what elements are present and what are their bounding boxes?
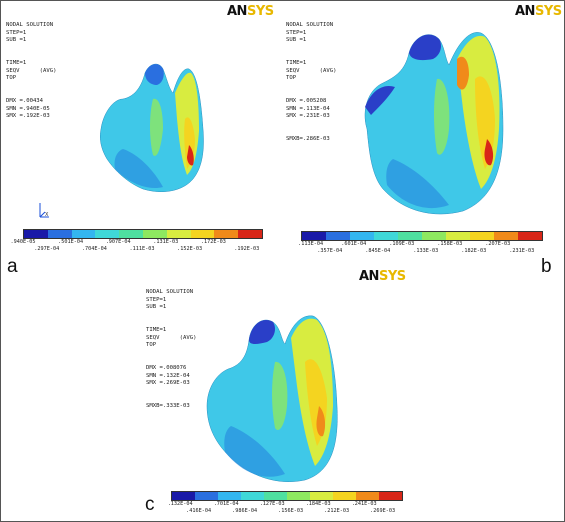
tooth-model-b (364, 32, 504, 215)
legend-ticks-bottom: .416E-04.986E-04.156E-03.212E-03.269E-03 (186, 508, 396, 514)
legend-ticks-top: .132E-04.701E-04.127E-03.184E-03.241E-03 (167, 501, 377, 507)
legend-ticks-top: .940E-05.501E-04.907E-04.131E-03.172E-03 (10, 239, 226, 245)
solution-info: NODAL SOLUTION STEP=1 SUB =1 TIME=1 SEQV (A… (286, 22, 337, 143)
stress-color-legend (23, 229, 263, 239)
panel-c: NODAL SOLUTION STEP=1 SUB =1 TIME=1 SEQV (A… (141, 266, 426, 521)
svg-text:X: X (45, 212, 49, 218)
panel-label: c (145, 494, 155, 515)
solution-info: NODAL SOLUTION STEP=1 SUB =1 TIME=1 SEQV (A… (6, 22, 57, 120)
panel-b: NODAL SOLUTION STEP=1 SUB =1 TIME=1 SEQV (A… (283, 1, 564, 277)
panel-label: a (7, 256, 18, 277)
panel-label: b (541, 256, 552, 277)
ansys-logo: ANSYS (359, 269, 406, 284)
coordinate-axis-icon: X (37, 201, 53, 225)
solution-info: NODAL SOLUTION STEP=1 SUB =1 TIME=1 SEQV (A… (146, 289, 197, 410)
stress-color-legend (301, 231, 543, 241)
legend-ticks-bottom: .357E-04.845E-04.133E-03.182E-03.231E-03 (317, 248, 535, 254)
tooth-model-c (206, 315, 338, 482)
stress-color-legend (171, 491, 403, 501)
legend-ticks-top: .113E-04.601E-04.109E-03.158E-03.207E-03 (298, 241, 511, 247)
ansys-logo: ANSYS (515, 4, 562, 19)
ansys-logo: ANSYS (227, 4, 274, 19)
tooth-model-a (100, 63, 204, 192)
legend-ticks-bottom: .297E-04.704E-04.111E-03.152E-03.192E-03 (34, 246, 260, 252)
panel-a: NODAL SOLUTION STEP=1 SUB =1 TIME=1 SEQV (A… (1, 1, 283, 277)
